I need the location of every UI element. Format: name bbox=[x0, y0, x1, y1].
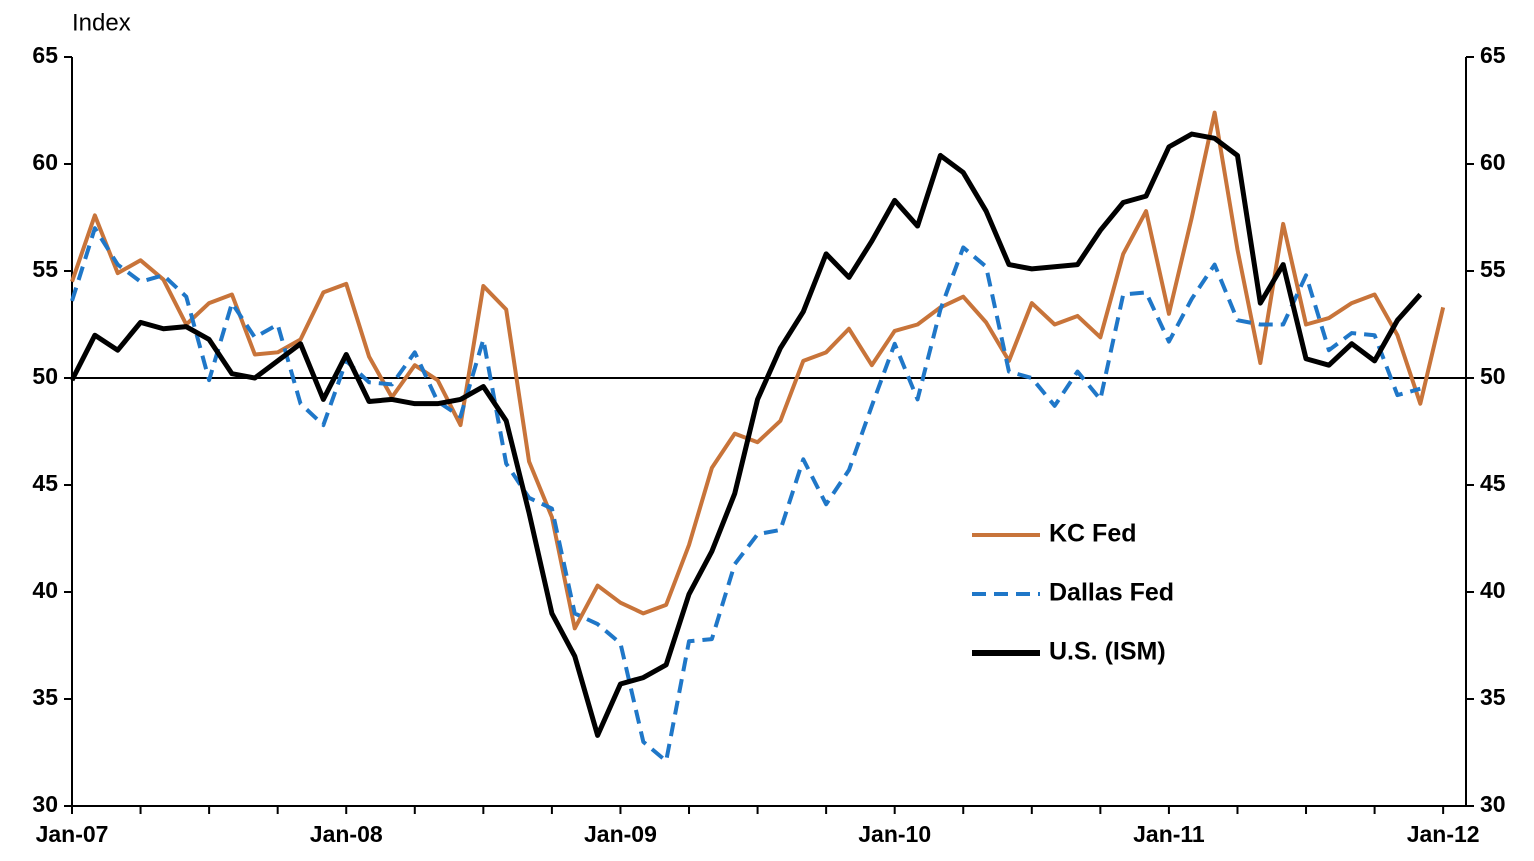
legend-label: KC Fed bbox=[1049, 520, 1137, 548]
x-tick-label: Jan-10 bbox=[858, 821, 931, 847]
y2-tick-label: 40 bbox=[1480, 577, 1506, 603]
y-tick-label: 65 bbox=[32, 42, 58, 68]
y2-tick-label: 45 bbox=[1480, 470, 1506, 496]
y-tick-label: 45 bbox=[32, 470, 58, 496]
y2-tick-label: 55 bbox=[1480, 256, 1506, 282]
y-tick-label: 35 bbox=[32, 684, 58, 710]
x-tick-label: Jan-07 bbox=[36, 821, 109, 847]
y2-tick-label: 50 bbox=[1480, 363, 1506, 389]
x-tick-label: Jan-12 bbox=[1407, 821, 1480, 847]
x-tick-label: Jan-09 bbox=[584, 821, 657, 847]
series-line bbox=[70, 110, 1446, 631]
y-tick-label: 40 bbox=[32, 577, 58, 603]
series-line bbox=[69, 131, 1423, 738]
y-tick-label: 55 bbox=[32, 256, 58, 282]
series-line bbox=[70, 226, 1421, 764]
y2-tick-label: 30 bbox=[1480, 791, 1506, 817]
x-tick-label: Jan-08 bbox=[310, 821, 383, 847]
legend-label: Dallas Fed bbox=[1049, 579, 1174, 607]
y-axis-title: Index bbox=[72, 9, 131, 36]
y-tick-label: 60 bbox=[32, 149, 58, 175]
y2-tick-label: 60 bbox=[1480, 149, 1506, 175]
y-tick-label: 30 bbox=[32, 791, 58, 817]
y-tick-label: 50 bbox=[32, 363, 58, 389]
x-tick-label: Jan-11 bbox=[1133, 821, 1205, 847]
y2-tick-label: 35 bbox=[1480, 684, 1506, 710]
legend-label: U.S. (ISM) bbox=[1049, 638, 1166, 666]
y2-tick-label: 65 bbox=[1480, 42, 1506, 68]
